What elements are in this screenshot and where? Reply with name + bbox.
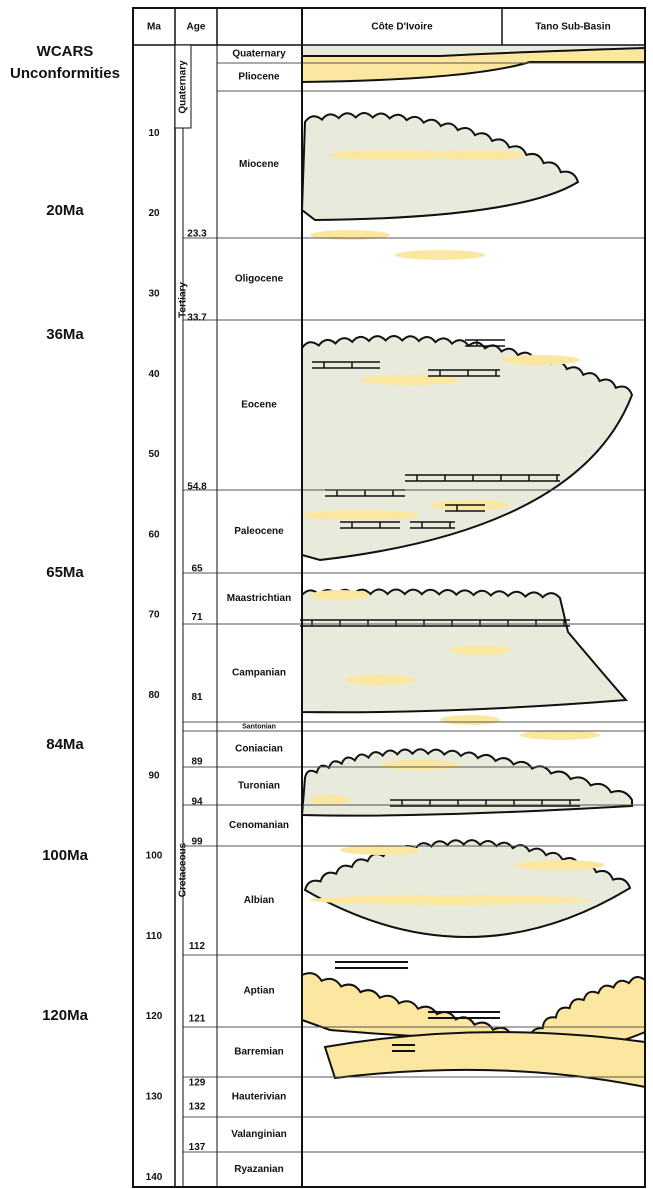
unconformity-label: 100Ma: [42, 847, 89, 864]
ma-label: 50: [148, 449, 160, 460]
ma-label: 40: [148, 369, 160, 380]
stage-label: Paleocene: [234, 526, 284, 537]
strata-body: [305, 840, 630, 937]
geology: [300, 45, 645, 1087]
age-label: 99: [191, 837, 203, 848]
unconformity-label: 36Ma: [46, 326, 84, 343]
age-label: 89: [191, 756, 203, 767]
stage-label: Miocene: [239, 159, 279, 170]
stage-label: Quaternary: [232, 49, 286, 60]
sand-lens: [310, 795, 350, 805]
age-label: 112: [189, 941, 206, 952]
age-label: 132: [189, 1102, 206, 1113]
sand-lens: [500, 355, 580, 365]
sidebar-title: Unconformities: [10, 65, 120, 82]
age-label: 137: [189, 1142, 206, 1153]
unconformity-label: 20Ma: [46, 202, 84, 219]
sand-lens: [435, 150, 525, 160]
header-tano: Tano Sub-Basin: [535, 22, 610, 33]
stage-label: Valanginian: [231, 1129, 287, 1140]
ma-label: 10: [148, 128, 160, 139]
stage-label: Ryazanian: [234, 1164, 283, 1175]
stage-label: Albian: [244, 895, 275, 906]
ma-label: 120: [146, 1011, 163, 1022]
sand-lens: [300, 510, 420, 520]
strata-body: [302, 113, 578, 220]
stage-label: Eocene: [241, 400, 277, 411]
age-label: 54.8: [187, 482, 207, 493]
age-label: 121: [189, 1013, 206, 1024]
sand-lens: [310, 590, 370, 600]
unconformity-label: 120Ma: [42, 1007, 89, 1024]
sand-lens: [395, 250, 485, 260]
strata-body: [302, 973, 530, 1040]
ma-label: 100: [146, 851, 163, 862]
sand-lens: [515, 860, 605, 870]
age-label: 65: [191, 564, 203, 575]
ma-label: 110: [146, 931, 163, 942]
sand-lens: [450, 645, 510, 655]
age-label: 81: [191, 692, 203, 703]
ma-label: 130: [146, 1092, 163, 1103]
stage-label: Campanian: [232, 668, 286, 679]
ma-label: 20: [148, 208, 160, 219]
sand-lens: [330, 150, 450, 160]
age-label: 33.7: [187, 312, 207, 323]
ma-label: 80: [148, 690, 160, 701]
stage-label: Barremian: [234, 1047, 283, 1058]
barremian-body: [325, 1032, 645, 1087]
sidebar-title: WCARS: [37, 43, 94, 60]
period-label: Cretaceous: [178, 842, 189, 897]
sand-lens: [440, 715, 500, 725]
stage-label: Oligocene: [235, 274, 284, 285]
page: {"sidebar": {"title": ["WCARS", "Unconfo…: [0, 0, 653, 1189]
sand-lens: [380, 760, 460, 770]
ma-label: 60: [148, 529, 160, 540]
age-label: 23.3: [187, 229, 207, 240]
header-ma: Ma: [147, 22, 161, 33]
unconformity-label: 65Ma: [46, 564, 84, 581]
ma-label: 90: [148, 770, 160, 781]
ma-label: 30: [148, 289, 160, 300]
age-label: 94: [191, 796, 203, 807]
stage-label: Santonian: [242, 723, 276, 730]
stage-label: Pliocene: [238, 72, 280, 83]
header-age: Age: [187, 22, 206, 33]
stage-label: Turonian: [238, 781, 280, 792]
chart: Ma Age Côte D'Ivoire Tano Sub-Basin WCAR…: [0, 0, 653, 1189]
stage-label: Coniacian: [235, 744, 283, 755]
stage-label: Maastrichtian: [227, 593, 291, 604]
sand-lens: [310, 895, 590, 905]
ma-label: 70: [148, 610, 160, 621]
age-label: 71: [191, 612, 203, 623]
header-cote: Côte D'Ivoire: [371, 22, 433, 33]
sand-lens: [345, 675, 415, 685]
period-label: Quaternary: [178, 60, 189, 114]
unconformity-label: 84Ma: [46, 736, 84, 753]
stage-label: Hauterivian: [232, 1092, 286, 1103]
stage-label: Cenomanian: [229, 820, 289, 831]
ma-label: 140: [146, 1172, 163, 1183]
age-label: 129: [189, 1078, 206, 1089]
stage-label: Aptian: [243, 986, 274, 997]
